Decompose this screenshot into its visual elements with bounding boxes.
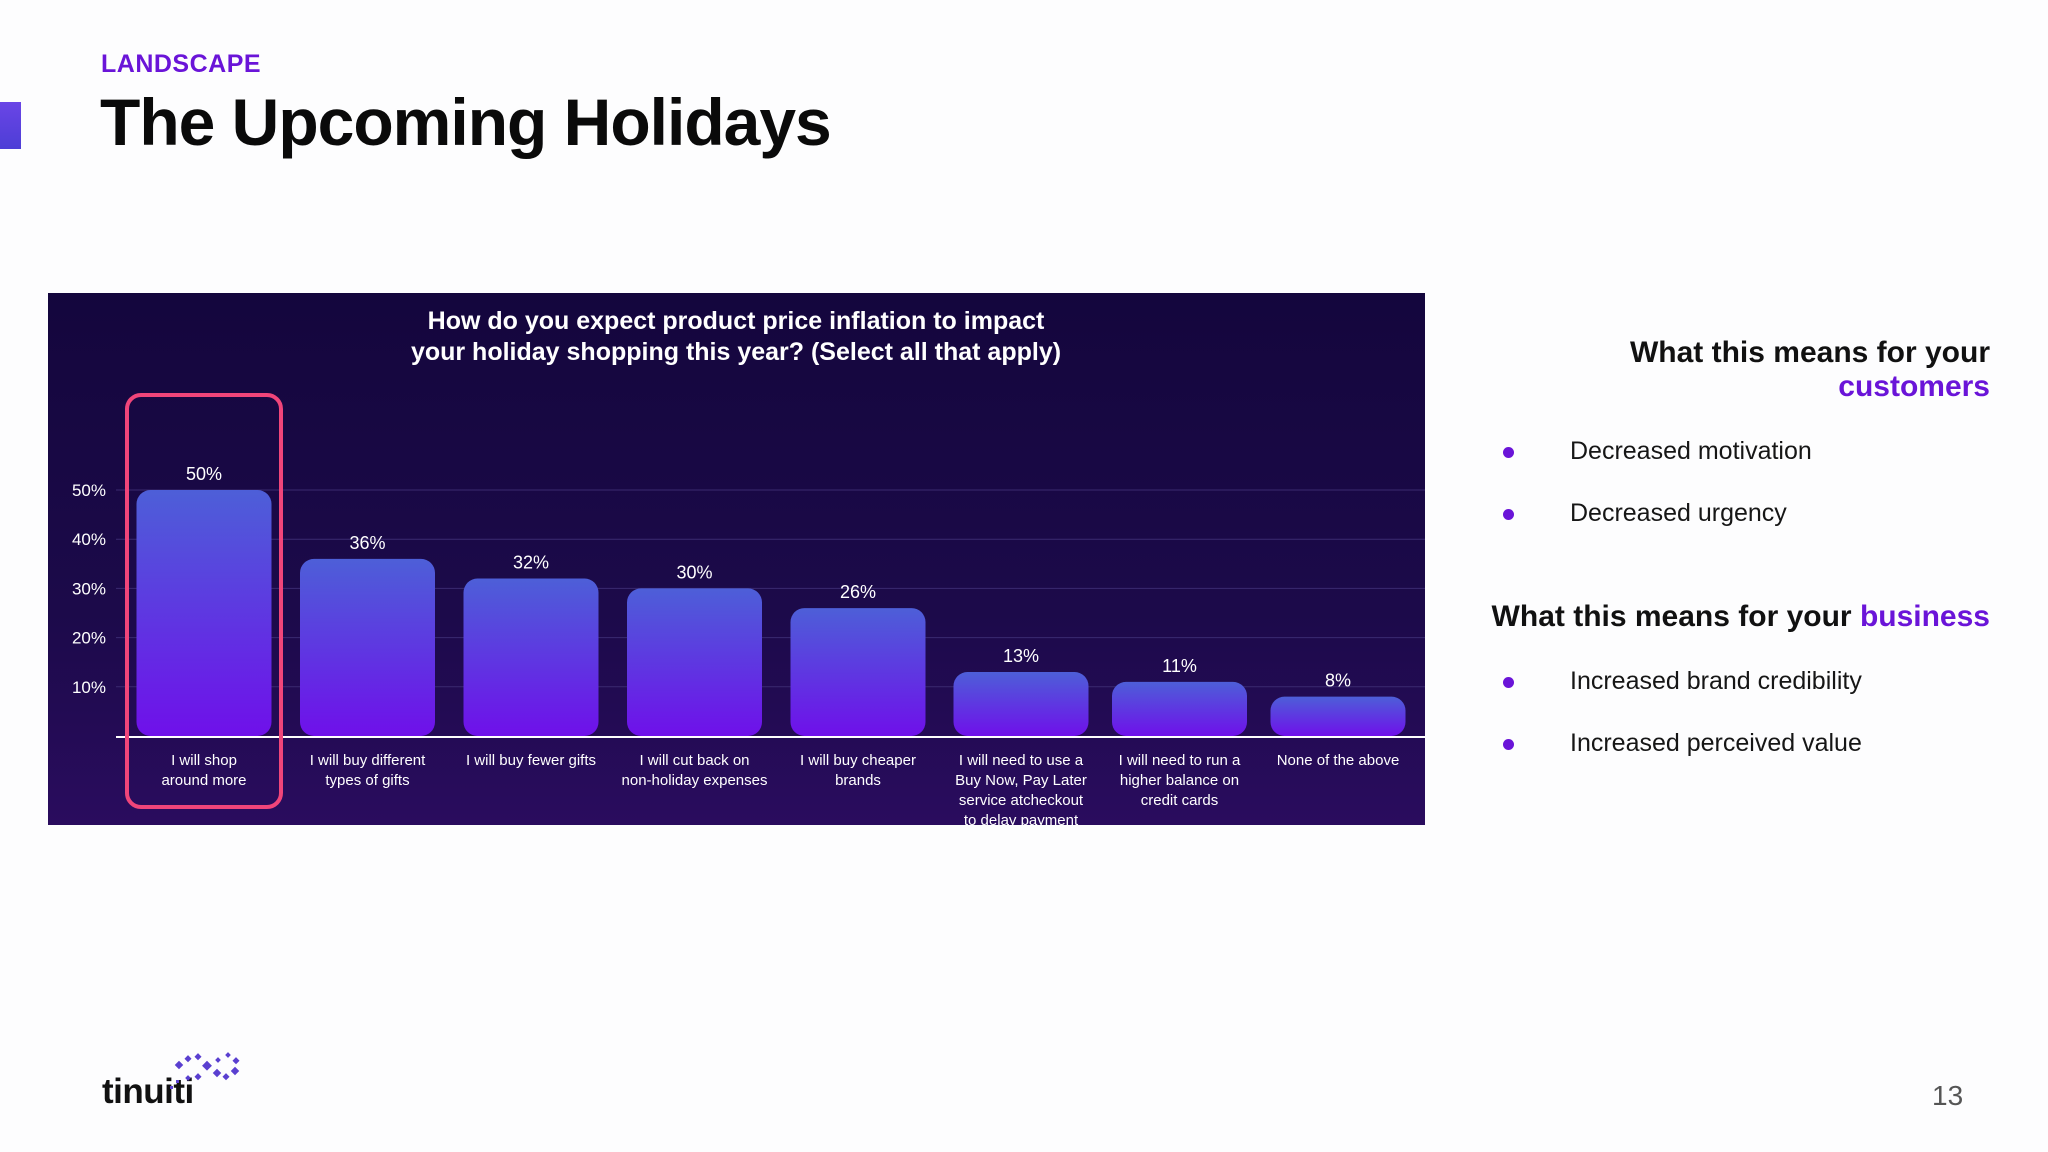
business-heading-highlight: business	[1859, 600, 1990, 633]
y-tick-label: 10%	[72, 678, 106, 697]
data-label: 32%	[513, 553, 549, 573]
data-label: 36%	[349, 533, 385, 553]
x-tick-label: types of gifts	[325, 772, 409, 789]
data-label: 26%	[840, 582, 876, 602]
x-tick-label: service atcheckout	[959, 792, 1084, 809]
list-item-text: Increased brand credibility	[1570, 667, 1862, 695]
x-tick-label: I will buy cheaper	[800, 752, 916, 769]
customers-heading-prefix: What this means for your	[1629, 336, 1990, 369]
chart-panel: How do you expect product price inflatio…	[48, 293, 1425, 825]
bar	[1112, 681, 1247, 736]
bar	[790, 608, 926, 736]
list-item: Decreased urgency	[1470, 498, 2030, 560]
x-tick-label: brands	[835, 772, 881, 789]
x-tick-label: credit cards	[1141, 792, 1219, 809]
business-list: Increased brand credibility Increased pe…	[1470, 666, 2030, 790]
chart-title: How do you expect product price inflatio…	[428, 307, 1045, 335]
bullet-icon	[1503, 677, 1514, 688]
list-item: Increased perceived value	[1470, 728, 2030, 790]
business-section: What this means for your business Increa…	[1470, 600, 2030, 790]
data-label: 8%	[1325, 671, 1351, 691]
section-label: LANDSCAPE	[101, 50, 262, 78]
list-item: Increased brand credibility	[1470, 666, 2030, 728]
x-tick-label: to delay payment	[964, 812, 1079, 825]
x-tick-label: around more	[161, 772, 246, 789]
customers-heading-highlight: customers	[1838, 370, 1990, 403]
x-tick-label: I will buy different	[310, 752, 426, 769]
bar-chart: How do you expect product price inflatio…	[72, 307, 1425, 825]
x-tick-label: Buy Now, Pay Later	[955, 772, 1087, 789]
bar	[627, 588, 762, 736]
business-heading-prefix: What this means for your	[1491, 600, 1860, 633]
bar	[136, 490, 272, 736]
x-tick-label: I will need to run a	[1119, 752, 1241, 769]
bar	[953, 672, 1089, 736]
x-tick-label: non-holiday expenses	[622, 772, 768, 789]
list-item-text: Increased perceived value	[1570, 729, 1862, 757]
logo-wordmark: tinuiti	[102, 1072, 194, 1111]
y-tick-label: 30%	[72, 579, 106, 598]
business-heading: What this means for your business	[1470, 600, 1990, 634]
data-label: 30%	[676, 562, 712, 582]
list-item: Decreased motivation	[1470, 436, 2030, 498]
accent-bar	[0, 102, 21, 149]
x-tick-label: I will need to use a	[959, 752, 1084, 769]
highlight-box	[125, 393, 283, 809]
tinuiti-logo: tinuiti	[100, 1050, 260, 1120]
customers-heading: What this means for your customers	[1470, 336, 1990, 404]
y-tick-label: 20%	[72, 629, 106, 648]
bullet-icon	[1503, 739, 1514, 750]
bullet-icon	[1503, 509, 1514, 520]
bullet-icon	[1503, 447, 1514, 458]
x-tick-label: I will buy fewer gifts	[466, 752, 596, 769]
bar	[463, 578, 599, 736]
list-item-text: Decreased urgency	[1570, 499, 1787, 527]
bar	[1270, 696, 1406, 736]
data-label: 13%	[1003, 646, 1039, 666]
chart-title: your holiday shopping this year? (Select…	[411, 338, 1061, 366]
data-label: 50%	[186, 464, 222, 484]
page-title: The Upcoming Holidays	[100, 85, 832, 159]
logo-infinity-icon	[170, 1052, 240, 1089]
x-tick-label: I will cut back on	[639, 752, 749, 769]
list-item-text: Decreased motivation	[1570, 437, 1812, 465]
page-number: 13	[1932, 1080, 1964, 1111]
customers-section: What this means for your customers Decre…	[1470, 336, 2030, 560]
y-tick-label: 50%	[72, 481, 106, 500]
x-tick-label: I will shop	[171, 752, 237, 769]
x-tick-label: None of the above	[1277, 752, 1400, 769]
x-tick-label: higher balance on	[1120, 772, 1239, 789]
bar	[300, 558, 435, 736]
y-tick-label: 40%	[72, 530, 106, 549]
customers-list: Decreased motivation Decreased urgency	[1470, 436, 2030, 560]
data-label: 11%	[1162, 656, 1197, 676]
